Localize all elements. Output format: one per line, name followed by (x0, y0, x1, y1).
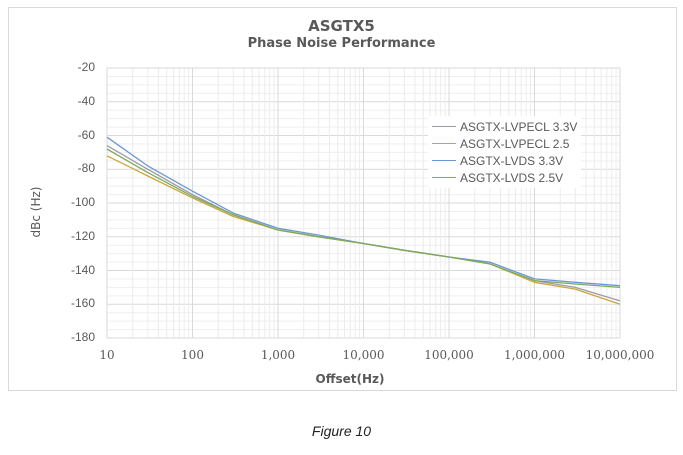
y-tick-label: -180 (70, 330, 95, 344)
figure-caption: Figure 10 (311, 423, 372, 439)
y-tick-label: -120 (70, 228, 95, 243)
legend-item: ASGTX-LVDS 3.3V (432, 152, 577, 169)
x-tick-label: 1,000 (260, 348, 296, 362)
x-axis-label: Offset(Hz) (315, 372, 385, 386)
x-tick-label: 10 (99, 348, 115, 362)
y-tick-label: -60 (77, 127, 95, 142)
chart-title: ASGTX5 (308, 17, 375, 35)
x-tick-label: 1,000,000 (503, 348, 566, 362)
y-tick-label: -160 (70, 296, 95, 311)
legend-item: ASGTX-LVPECL 3.3V (432, 118, 577, 135)
legend-line-icon (432, 126, 456, 127)
y-tick-label: -40 (77, 93, 95, 108)
legend-label: ASGTX-LVDS 2.5V (460, 170, 564, 185)
x-tick-label: 100,000 (424, 348, 474, 362)
legend-label: ASGTX-LVPECL 2.5 (460, 136, 570, 151)
legend-label: ASGTX-LVPECL 3.3V (460, 119, 578, 134)
y-tick-label: -140 (70, 262, 95, 277)
y-tick-label: -80 (77, 161, 95, 176)
legend-item: ASGTX-LVPECL 2.5 (432, 135, 577, 152)
x-tick-label: 10,000,000 (585, 348, 655, 362)
legend-label: ASGTX-LVDS 3.3V (460, 153, 564, 168)
x-tick-label: 10,000 (342, 348, 385, 362)
legend-line-icon (432, 143, 456, 144)
y-tick-label: -20 (77, 60, 95, 74)
legend: ASGTX-LVPECL 3.3V ASGTX-LVPECL 2.5 ASGTX-L… (428, 116, 582, 188)
legend-line-icon (432, 160, 456, 161)
series-line (106, 148, 621, 289)
x-tick-label: 100 (181, 348, 204, 362)
legend-line-icon (432, 177, 456, 178)
legend-item: ASGTX-LVDS 2.5V (432, 169, 577, 186)
chart-card (8, 7, 677, 391)
y-tick-label: -100 (70, 195, 95, 209)
chart-subtitle: Phase Noise Performance (247, 36, 436, 51)
